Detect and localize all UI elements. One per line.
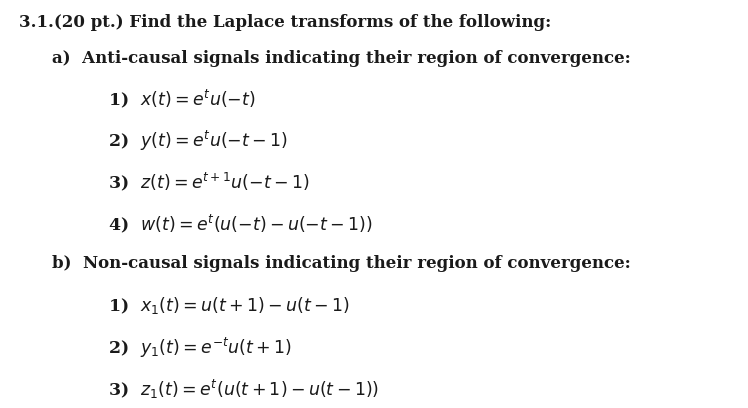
Text: b)  Non-causal signals indicating their region of convergence:: b) Non-causal signals indicating their r… [52,255,631,273]
Text: 3)  $z(t)=e^{t+1}u(-t-1)$: 3) $z(t)=e^{t+1}u(-t-1)$ [108,171,310,193]
Text: 4)  $w(t)=e^{t}(u(-t)-u(-t-1))$: 4) $w(t)=e^{t}(u(-t)-u(-t-1))$ [108,213,373,235]
Text: a)  Anti-causal signals indicating their region of convergence:: a) Anti-causal signals indicating their … [52,50,631,67]
Text: 1)  $x(t)=e^{t}u(-t)$: 1) $x(t)=e^{t}u(-t)$ [108,88,256,110]
Text: 2)  $y(t)=e^{t}u(-t-1)$: 2) $y(t)=e^{t}u(-t-1)$ [108,129,289,153]
Text: 2)  $y_1(t)=e^{-t}u(t+1)$: 2) $y_1(t)=e^{-t}u(t+1)$ [108,336,292,360]
Text: 3)  $z_1(t)=e^{t}(u(t+1)-u(t-1))$: 3) $z_1(t)=e^{t}(u(t+1)-u(t-1))$ [108,378,379,401]
Text: 3.1.(20 pt.) Find the Laplace transforms of the following:: 3.1.(20 pt.) Find the Laplace transforms… [19,14,551,31]
Text: 1)  $x_1(t)=u(t+1)-u(t-1)$: 1) $x_1(t)=u(t+1)-u(t-1)$ [108,295,350,315]
